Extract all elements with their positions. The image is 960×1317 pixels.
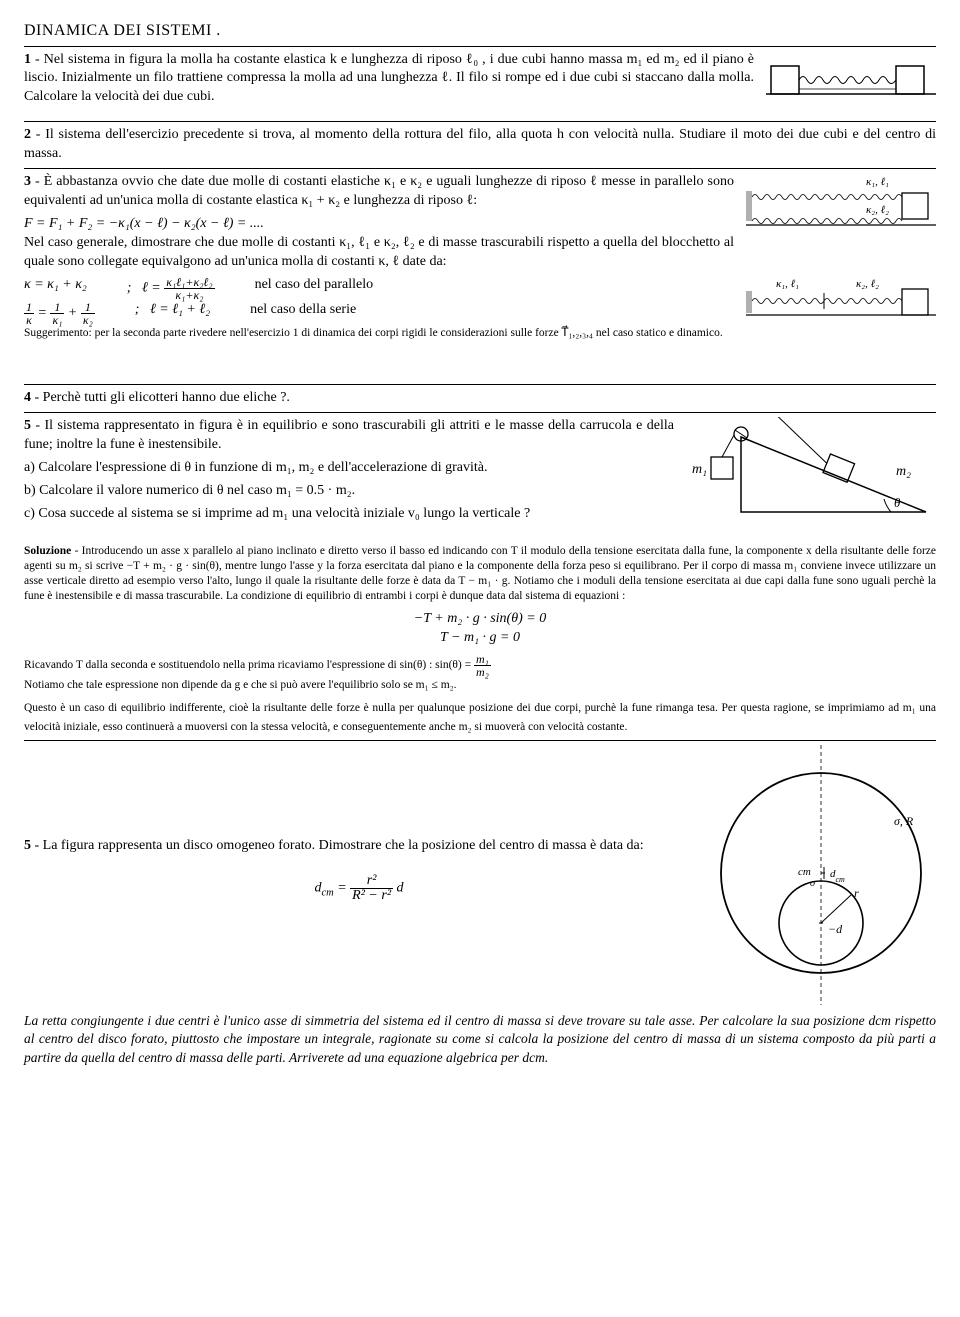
rule (24, 121, 936, 122)
p3-eq1: F = F₁ + F₂ = −κ₁(x − ℓ) − κ₂(x − ℓ) = .… (24, 215, 734, 234)
lbl-theta: θ (894, 495, 901, 510)
lbl-o: o (810, 878, 815, 889)
problem-5b-figure: σ, R cm o dcm r −d (706, 745, 936, 1012)
problem-5-figure: m₁ m₂ θ (686, 417, 936, 544)
p5-sol2a: Ricavando T dalla seconda e sostituendol… (24, 660, 474, 672)
rule (24, 384, 936, 385)
p5-eq1: −T + m₂ · g · sin(θ) = 0 (24, 610, 936, 629)
springs-figure: κ₁, ℓ₁ κ₂, ℓ₂ κ₁, ℓ₁ κ₂, ℓ₂ (746, 173, 936, 373)
p5b-note: La retta congiungente i due centri è l'u… (24, 1012, 936, 1067)
p5-lead: - Il sistema rappresentato in figura è i… (24, 418, 674, 452)
p3-row1b: nel caso del parallelo (255, 276, 374, 301)
p5-b: b) Calcolare il valore numerico di θ nel… (24, 482, 674, 501)
incline-figure: m₁ m₂ θ (686, 417, 936, 537)
p3-case-serie: 1κ = 1κ₁ + 1κ₂ ; ℓ = ℓ₁ + ℓ₂ nel caso de… (24, 301, 734, 326)
p5-c: c) Cosa succede al sistema se si imprime… (24, 505, 674, 524)
problem-4: 4 - Perchè tutti gli elicotteri hanno du… (24, 389, 936, 408)
p3-row1a: κ = κ₁ + κ₂ (24, 276, 87, 301)
problem-3-figure: κ₁, ℓ₁ κ₂, ℓ₂ κ₁, ℓ₁ κ₂, ℓ₂ (746, 173, 936, 380)
p5-sol2b: Notiamo che tale espressione non dipende… (24, 679, 457, 691)
p1-num: 1 (24, 52, 31, 67)
p5-solution: Soluzione - Introducendo un asse x paral… (24, 544, 936, 604)
lbl-k2l2-bot: κ₂, ℓ₂ (856, 278, 879, 290)
p2-body: - Il sistema dell'esercizio precedente s… (24, 127, 936, 161)
lbl-cm: cm (798, 866, 811, 878)
p3-hint: Suggerimento: per la seconda parte rived… (24, 326, 734, 341)
p5-sol2: Ricavando T dalla seconda e sostituendol… (24, 653, 936, 693)
p5-eqs: −T + m₂ · g · sin(θ) = 0 T − m₁ · g = 0 (24, 610, 936, 648)
rule (24, 740, 936, 741)
problem-5-row: 5 - Il sistema rappresentato in figura è… (24, 417, 936, 544)
p3-row2b: nel caso della serie (250, 301, 356, 326)
lbl-md: −d (828, 922, 843, 936)
problem-1-row: 1 - Nel sistema in figura la molla ha co… (24, 51, 936, 118)
disk-figure: σ, R cm o dcm r −d (706, 745, 936, 1005)
lbl-k1l1-bot: κ₁, ℓ₁ (776, 278, 799, 290)
p5b-num: 5 (24, 838, 31, 853)
page-title: DINAMICA DEI SISTEMI . (24, 20, 936, 42)
p5b-lead: - La figura rappresenta un disco omogene… (31, 838, 644, 853)
lbl-k1l1-top: κ₁, ℓ₁ (866, 176, 889, 188)
p5-eq2: T − m₁ · g = 0 (24, 629, 936, 648)
lbl-m1: m₁ (692, 462, 707, 477)
p2-num: 2 (24, 127, 31, 142)
problem-1-figure (766, 51, 936, 118)
rule (24, 46, 936, 47)
p5-sol-body: - Introducendo un asse x parallelo al pi… (24, 545, 936, 602)
p4-num: 4 (24, 390, 31, 405)
rule (24, 412, 936, 413)
p5-sol-label: Soluzione (24, 545, 71, 557)
p1-body: - Nel sistema in figura la molla ha cost… (24, 52, 754, 105)
problem-3-row: 3 - È abbastanza ovvio che date due moll… (24, 173, 936, 380)
lbl-dcm: dcm (830, 868, 845, 884)
p3-lead: - È abbastanza ovvio che date due molle … (24, 174, 734, 208)
lbl-r: r (854, 886, 859, 900)
spring-block-figure (766, 51, 936, 111)
p3-sep1: ; ℓ = κ₁ℓ₁+κ₂ℓ₂κ₁+κ₂ (127, 276, 215, 301)
p3-mid: Nel caso generale, dimostrare che due mo… (24, 234, 734, 272)
p5-num: 5 (24, 418, 31, 433)
problem-5b-text: 5 - La figura rappresenta un disco omoge… (24, 837, 694, 921)
problem-1-text: 1 - Nel sistema in figura la molla ha co… (24, 51, 754, 108)
p4-body: - Perchè tutti gli elicotteri hanno due … (31, 390, 290, 405)
problem-5b-row: 5 - La figura rappresenta un disco omoge… (24, 745, 936, 1012)
p3-num: 3 (24, 174, 31, 189)
p3-sep2: ; ℓ = ℓ₁ + ℓ₂ (135, 301, 210, 326)
lbl-m2: m₂ (896, 464, 911, 479)
problem-2: 2 - Il sistema dell'esercizio precedente… (24, 126, 936, 164)
p5-sol3: Questo è un caso di equilibrio indiffere… (24, 699, 936, 736)
p5-a: a) Calcolare l'espressione di θ in funzi… (24, 459, 674, 478)
p3-case-parallel: κ = κ₁ + κ₂ ; ℓ = κ₁ℓ₁+κ₂ℓ₂κ₁+κ₂ nel cas… (24, 276, 734, 301)
p3-row2a: 1κ = 1κ₁ + 1κ₂ (24, 301, 95, 326)
rule (24, 168, 936, 169)
lbl-k2l2-top: κ₂, ℓ₂ (866, 204, 889, 216)
problem-5-text: 5 - Il sistema rappresentato in figura è… (24, 417, 674, 527)
lbl-sigmaR: σ, R (894, 814, 914, 828)
p5b-formula: dcm = r²R² − r² d (24, 874, 694, 903)
problem-3-text: 3 - È abbastanza ovvio che date due moll… (24, 173, 734, 340)
